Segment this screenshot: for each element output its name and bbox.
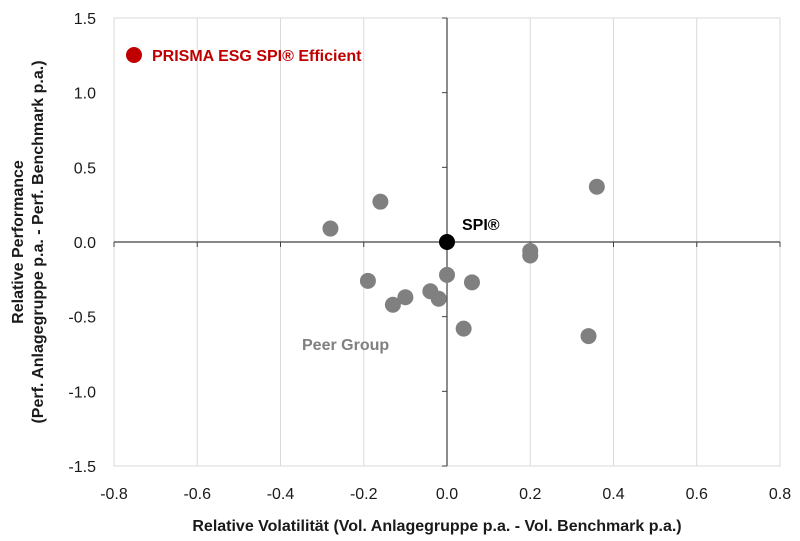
x-tick-label: -0.8 — [100, 486, 128, 503]
y-tick-label: 0.5 — [74, 160, 96, 177]
points-layer — [322, 178, 605, 345]
x-tick-label: 0.4 — [602, 486, 624, 503]
y-tick-label: 1.0 — [74, 86, 96, 103]
x-tick-label: 0.6 — [686, 486, 708, 503]
y-axis-title-line2: (Perf. Anlagegruppe p.a. - Perf. Benchma… — [30, 60, 47, 423]
x-tick-label: 0.8 — [769, 486, 791, 503]
peer-group-point — [384, 296, 401, 313]
y-tick-label: 1.5 — [74, 11, 96, 28]
y-tick-label: 0.0 — [74, 235, 96, 252]
y-tick-label: -0.5 — [68, 310, 96, 327]
peer-group-point — [397, 289, 414, 306]
x-tick-label: 0.2 — [519, 486, 541, 503]
y-axis-title-line1: Relative Performance — [10, 160, 27, 324]
labels-layer: Relative Volatilität (Vol. Anlagegruppe … — [10, 47, 682, 535]
peer-group-point — [522, 247, 539, 264]
x-tick-label: -0.2 — [350, 486, 378, 503]
spi-point — [439, 234, 455, 250]
legend-marker — [126, 47, 142, 63]
peer-group-point — [588, 178, 605, 195]
peer-group-point — [322, 220, 339, 237]
legend-label: PRISMA ESG SPI® Efficient — [152, 48, 362, 65]
peer-group-point — [580, 328, 597, 345]
peer-group-point — [439, 266, 455, 283]
peer-group-point — [430, 290, 447, 307]
x-tick-label: 0.0 — [436, 486, 458, 503]
peer-group-annotation: Peer Group — [302, 337, 389, 354]
spi-annotation: SPI® — [462, 217, 500, 234]
peer-group-point — [372, 193, 389, 210]
x-tick-label: -0.4 — [267, 486, 295, 503]
x-tick-label: -0.6 — [183, 486, 211, 503]
y-tick-label: -1.5 — [68, 459, 96, 476]
peer-group-point — [463, 274, 480, 291]
peer-group-point — [455, 320, 472, 337]
ticks-layer: -0.8 -0.6 -0.4 -0.2 0.0 0.2 0.4 0.6 0.8 1.5 1.0 0.5… — [68, 11, 791, 503]
y-tick-label: -1.0 — [68, 384, 96, 401]
peer-group-point — [359, 272, 376, 289]
x-axis-title: Relative Volatilität (Vol. Anlagegruppe … — [192, 518, 681, 535]
